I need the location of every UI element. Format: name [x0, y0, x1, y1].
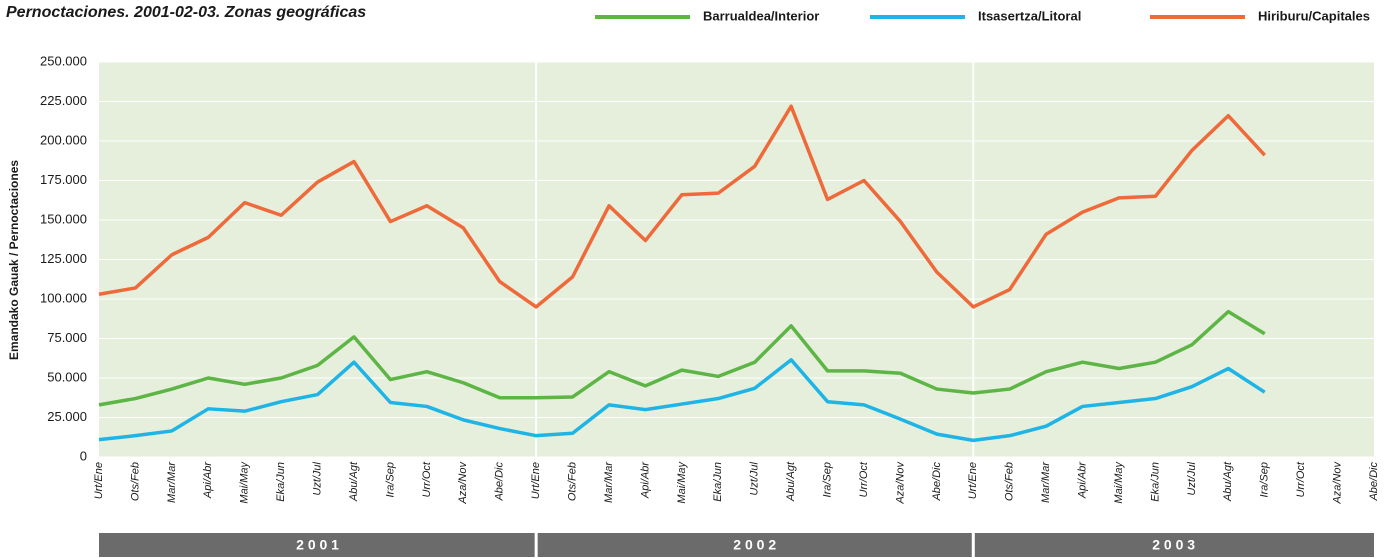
- x-tick-label: Abe/Dic: [494, 462, 506, 502]
- x-tick-label: Mar/Mar: [1040, 461, 1052, 503]
- x-tick-label: Eka/Jun: [712, 462, 724, 502]
- x-tick-label: Ots/Feb: [129, 462, 141, 501]
- x-tick-label: Urt/Ene: [530, 462, 542, 499]
- x-tick-label: Ira/Sep: [1259, 462, 1271, 497]
- x-tick-label: Uzt/Jul: [1186, 461, 1198, 495]
- year-band: [974, 533, 1374, 557]
- y-tick-label: 0: [80, 448, 87, 463]
- x-tick-label: Api/Abr: [639, 461, 651, 499]
- legend-label: Hiriburu/Capitales: [1258, 8, 1370, 23]
- y-tick-label: 200.000: [40, 132, 87, 147]
- x-tick-label: Api/Abr: [1076, 461, 1088, 499]
- year-label: 2 0 0 1: [296, 537, 339, 553]
- x-tick-label: Abu/Agt: [1222, 461, 1234, 502]
- x-tick-label: Urr/Oct: [1295, 461, 1307, 497]
- x-tick-label: Eka/Jun: [275, 462, 287, 502]
- x-tick-label: Ira/Sep: [821, 462, 833, 497]
- y-tick-label: 250.000: [40, 53, 87, 68]
- x-tick-label: Uzt/Jul: [311, 461, 323, 495]
- x-tick-label: Mai/May: [676, 461, 688, 504]
- y-tick-label: 75.000: [47, 330, 87, 345]
- y-tick-label: 175.000: [40, 172, 87, 187]
- x-tick-label: Ots/Feb: [1004, 462, 1016, 501]
- year-band: [537, 533, 972, 557]
- x-tick-label: Urt/Ene: [93, 462, 105, 499]
- x-tick-label: Urr/Oct: [858, 461, 870, 497]
- x-tick-label: Abe/Dic: [1368, 462, 1380, 502]
- year-label: 2 0 0 3: [1152, 537, 1195, 553]
- x-tick-label: Ira/Sep: [384, 462, 396, 497]
- year-label: 2 0 0 2: [733, 537, 776, 553]
- x-tick-label: Aza/Nov: [457, 461, 469, 505]
- x-tick-label: Abu/Agt: [348, 461, 360, 502]
- x-tick-label: Urr/Oct: [421, 461, 433, 497]
- y-tick-label: 25.000: [47, 409, 87, 424]
- year-band: [99, 533, 535, 557]
- y-tick-label: 50.000: [47, 369, 87, 384]
- x-tick-label: Mar/Mar: [603, 461, 615, 503]
- x-tick-label: Mai/May: [239, 461, 251, 504]
- x-tick-label: Aza/Nov: [894, 461, 906, 505]
- line: [98, 104, 1266, 309]
- legend-label: Itsasertza/Litoral: [978, 8, 1081, 23]
- x-tick-label: Uzt/Jul: [749, 461, 761, 495]
- x-tick-label: Ots/Feb: [566, 462, 578, 501]
- x-tick-label: Abe/Dic: [931, 462, 943, 502]
- y-tick-label: 225.000: [40, 93, 87, 108]
- x-tick-label: Mai/May: [1113, 461, 1125, 504]
- x-tick-label: Mar/Mar: [166, 461, 178, 503]
- y-axis-label: Emandako Gauak / Pernoctaciones: [7, 160, 21, 360]
- x-tick-label: Eka/Jun: [1149, 462, 1161, 502]
- y-tick-label: 100.000: [40, 290, 87, 305]
- x-tick-label: Api/Abr: [202, 461, 214, 499]
- x-tick-label: Abu/Agt: [785, 461, 797, 502]
- legend-label: Barrualdea/Interior: [703, 8, 819, 23]
- x-tick-label: Urt/Ene: [967, 462, 979, 499]
- chart-title: Pernoctaciones. 2001-02-03. Zonas geográ…: [6, 4, 366, 21]
- line: [98, 358, 1266, 443]
- y-tick-label: 125.000: [40, 251, 87, 266]
- y-tick-label: 150.000: [40, 211, 87, 226]
- x-tick-label: Aza/Nov: [1331, 461, 1343, 505]
- line: [98, 309, 1266, 407]
